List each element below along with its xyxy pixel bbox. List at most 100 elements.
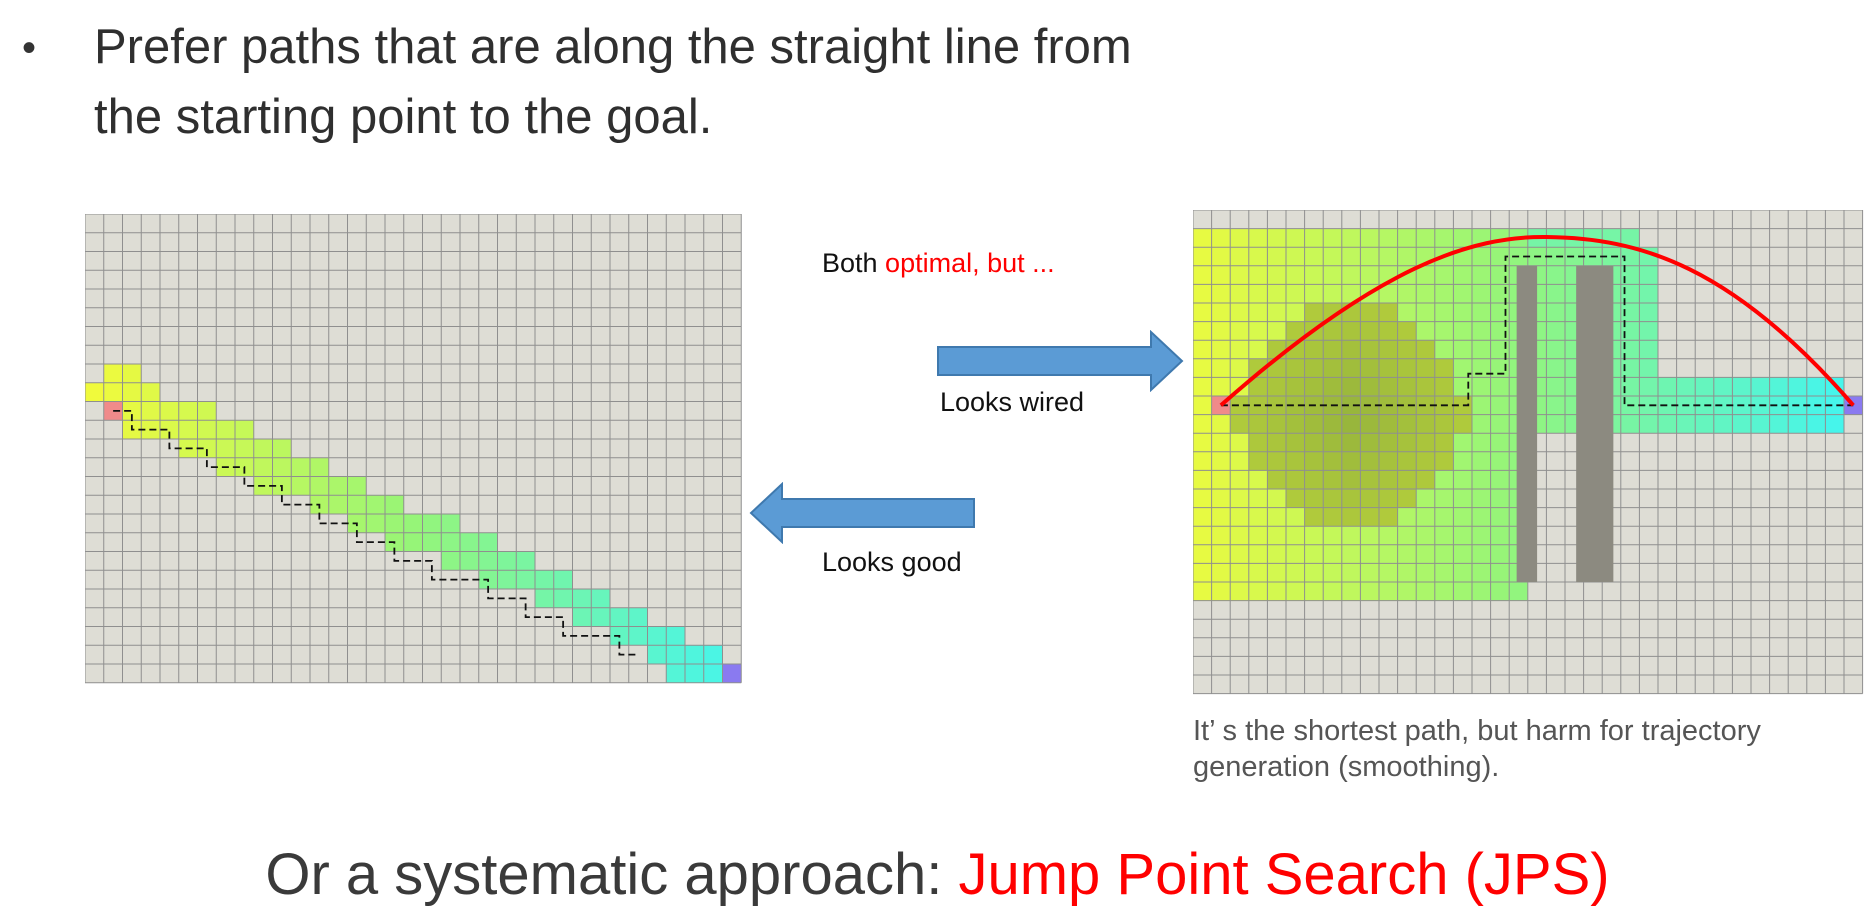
- explored-cell: [1323, 433, 1342, 452]
- explored-cell: [1304, 247, 1324, 266]
- explored-cell: [1397, 489, 1417, 508]
- explored-cell: [1472, 526, 1491, 545]
- explored-cell: [1323, 526, 1342, 545]
- explored-cell: [1211, 284, 1231, 303]
- explored-cell: [1490, 284, 1510, 303]
- explored-cell: [1434, 563, 1454, 582]
- explored-cell: [1248, 582, 1268, 601]
- explored-cell: [1341, 358, 1361, 378]
- explored-cell: [216, 420, 235, 439]
- explored-cell: [1267, 247, 1286, 266]
- explored-cell: [1304, 526, 1324, 545]
- left-arrow: [749, 482, 975, 544]
- explored-cell: [1341, 451, 1361, 471]
- explored-cell: [1416, 358, 1435, 378]
- explored-cell: [1490, 507, 1510, 527]
- explored-cell: [1304, 414, 1324, 434]
- explored-cell: [1434, 358, 1454, 378]
- explored-cell: [253, 439, 273, 458]
- explored-cell: [1472, 414, 1491, 434]
- bottom-prefix: Or a systematic approach:: [265, 842, 959, 907]
- explored-cell: [1546, 303, 1565, 322]
- explored-cell: [1211, 265, 1231, 285]
- explored-cell: [1416, 526, 1435, 545]
- explored-cell: [685, 645, 704, 664]
- explored-cell: [1267, 265, 1286, 285]
- explored-cell: [1788, 414, 1807, 434]
- explored-cell: [1304, 433, 1324, 452]
- explored-cell: [1323, 247, 1342, 266]
- explored-cell: [1379, 489, 1398, 508]
- explored-cell: [1472, 563, 1491, 582]
- explored-cell: [1472, 396, 1491, 415]
- explored-cell: [1620, 265, 1640, 285]
- explored-cell: [1453, 563, 1472, 582]
- explored-cell: [1434, 284, 1454, 303]
- explored-cell: [328, 476, 348, 496]
- explored-cell: [478, 532, 498, 552]
- explored-cell: [1472, 470, 1491, 489]
- explored-cell: [1248, 340, 1268, 359]
- explored-cell: [1453, 303, 1472, 322]
- explored-cell: [666, 645, 685, 664]
- explored-cell: [1193, 544, 1212, 564]
- explored-cell: [1379, 451, 1398, 471]
- explored-cell: [1193, 396, 1212, 415]
- explored-cell: [310, 457, 329, 477]
- explored-cell: [1230, 489, 1249, 508]
- explored-cell: [1695, 414, 1714, 434]
- explored-cell: [1248, 377, 1268, 396]
- explored-cell: [272, 457, 292, 477]
- explored-cell: [441, 551, 460, 571]
- explored-cell: [497, 551, 517, 571]
- explored-cell: [685, 664, 704, 683]
- explored-cell: [1211, 340, 1231, 359]
- explored-cell: [1286, 340, 1305, 359]
- explored-cell: [328, 495, 348, 514]
- explored-cell: [1453, 377, 1472, 396]
- explored-cell: [1490, 563, 1510, 582]
- explored-cell: [366, 495, 385, 514]
- explored-cell: [1546, 414, 1565, 434]
- explored-cell: [1546, 321, 1565, 341]
- both-optimal-label: Both optimal, but ...: [822, 248, 1055, 279]
- explored-cell: [1453, 228, 1472, 248]
- explored-cell: [1230, 563, 1249, 582]
- explored-cell: [1565, 247, 1584, 266]
- explored-cell: [1472, 321, 1491, 341]
- explored-cell: [1379, 228, 1398, 248]
- explored-cell: [1230, 358, 1249, 378]
- explored-cell: [1360, 228, 1379, 248]
- explored-cell: [1341, 340, 1361, 359]
- explored-cell: [1379, 284, 1398, 303]
- explored-cell: [1453, 507, 1472, 527]
- explored-cell: [310, 476, 329, 496]
- explored-cell: [1248, 433, 1268, 452]
- explored-cell: [1341, 265, 1361, 285]
- explored-cell: [1472, 265, 1491, 285]
- explored-cell: [1472, 358, 1491, 378]
- explored-cell: [422, 514, 442, 533]
- explored-cell: [1490, 265, 1510, 285]
- explored-cell: [1286, 396, 1305, 415]
- explored-cell: [1211, 303, 1231, 322]
- explored-cell: [347, 495, 367, 514]
- explored-cell: [1304, 582, 1324, 601]
- explored-cell: [1193, 470, 1212, 489]
- explored-cell: [1434, 544, 1454, 564]
- explored-cell: [1341, 414, 1361, 434]
- explored-cell: [1397, 358, 1417, 378]
- explored-cell: [103, 364, 123, 383]
- explored-cell: [1323, 451, 1342, 471]
- explored-cell: [1323, 507, 1342, 527]
- explored-cell: [1434, 377, 1454, 396]
- explored-cell: [1267, 507, 1286, 527]
- explored-cell: [1248, 470, 1268, 489]
- bullet-text-line1: Prefer paths that are along the straight…: [94, 20, 1132, 74]
- explored-cell: [1788, 377, 1807, 396]
- explored-cell: [1620, 228, 1640, 248]
- explored-cell: [291, 457, 310, 477]
- explored-cell: [1416, 582, 1435, 601]
- explored-cell: [1434, 433, 1454, 452]
- explored-cell: [1379, 303, 1398, 322]
